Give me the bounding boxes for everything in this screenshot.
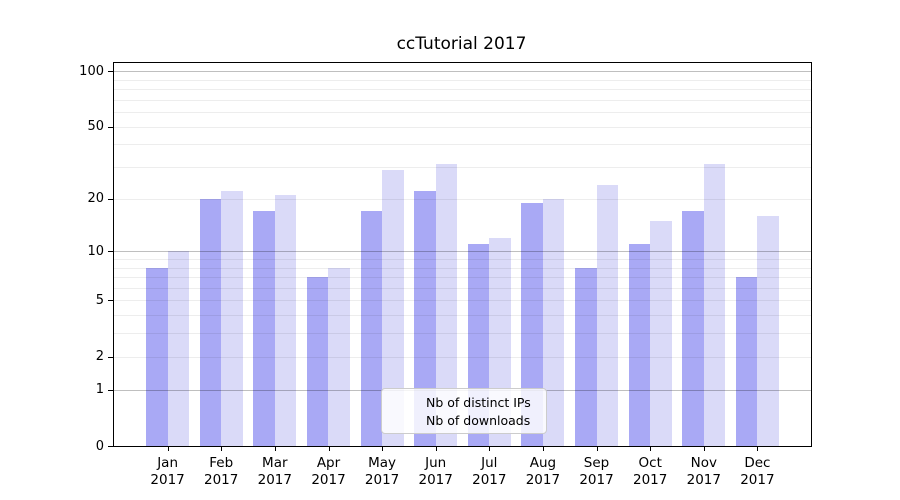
y-tick-label-50: 50 — [87, 119, 104, 134]
y-tick-label-2: 2 — [95, 349, 104, 365]
bar-downloads-dec — [757, 215, 779, 446]
x-tick-dec — [757, 446, 759, 451]
legend-swatch-downloads — [390, 415, 415, 426]
gridline-major-100 — [114, 71, 811, 72]
x-tick-label-apr: Apr 2017 — [311, 455, 346, 488]
y-tick-label-0: 0 — [95, 438, 104, 454]
bar-distinct-ips-nov — [682, 211, 704, 446]
x-tick-aug — [542, 446, 544, 451]
x-tick-label-sep: Sep 2017 — [579, 455, 614, 488]
bar-downloads-jun — [435, 164, 458, 446]
bar-distinct-ips-oct — [628, 244, 651, 446]
chart-title: ccTutorial 2017 — [396, 34, 527, 54]
bar-downloads-mar — [274, 194, 297, 446]
x-tick-sep — [596, 446, 598, 451]
x-tick-nov — [703, 446, 705, 451]
bar-distinct-ips-aug — [521, 202, 543, 446]
y-tick-label-20: 20 — [87, 191, 104, 207]
bar-distinct-ips-jun — [414, 191, 436, 446]
y-tick-1 — [108, 389, 113, 391]
y-tick-50 — [108, 126, 113, 128]
gridline-minor-2 — [114, 356, 811, 358]
gridline-minor-3 — [114, 333, 811, 335]
x-tick-label-may: May 2017 — [364, 455, 400, 488]
y-tick-5 — [108, 300, 113, 302]
bar-distinct-ips-apr — [306, 277, 329, 446]
x-tick-label-dec: Dec 2017 — [740, 455, 775, 488]
gridline-minor-90 — [114, 79, 811, 81]
gridline-minor-80 — [114, 88, 811, 90]
bar-downloads-jan — [167, 251, 190, 446]
y-tick-10 — [108, 251, 113, 253]
bar-downloads-oct — [650, 220, 672, 446]
x-tick-jul — [489, 446, 491, 451]
gridline-minor-8 — [114, 267, 811, 269]
legend-item-distinct-ips: Nb of distinct IPs — [390, 395, 538, 410]
x-tick-label-feb: Feb 2017 — [204, 455, 239, 488]
bar-distinct-ips-feb — [199, 198, 222, 446]
legend-swatch-distinct-ips — [390, 397, 415, 408]
bar-downloads-may — [382, 169, 404, 446]
gridline-minor-4 — [114, 315, 811, 317]
bar-distinct-ips-sep — [575, 267, 597, 446]
y-tick-0 — [108, 446, 113, 447]
legend: Nb of distinct IPs Nb of downloads — [381, 388, 547, 434]
gridline-minor-9 — [114, 258, 811, 260]
gridline-minor-20 — [114, 198, 811, 200]
x-tick-label-mar: Mar 2017 — [257, 455, 292, 488]
x-tick-label-jul: Jul 2017 — [472, 455, 507, 488]
gridline-minor-40 — [114, 144, 811, 146]
y-tick-2 — [108, 356, 113, 358]
gridline-major-10 — [114, 251, 811, 253]
x-tick-mar — [274, 446, 276, 451]
x-tick-apr — [328, 446, 330, 451]
x-tick-may — [382, 446, 384, 451]
y-tick-label-100: 100 — [79, 63, 104, 79]
y-tick-label-5: 5 — [95, 292, 104, 308]
legend-label-distinct-ips: Nb of distinct IPs — [426, 395, 531, 410]
x-tick-label-jun: Jun 2017 — [418, 455, 453, 488]
bar-distinct-ips-jan — [146, 267, 168, 446]
gridline-minor-5 — [114, 300, 811, 302]
legend-label-downloads: Nb of downloads — [426, 413, 531, 428]
bar-downloads-nov — [703, 164, 726, 446]
y-tick-100 — [108, 71, 113, 72]
plot-area: 0 1 2 5 10 20 50 100 Jan 2017 Feb 2017 Mar 2017 Apr 201… — [79, 62, 812, 488]
legend-item-downloads: Nb of downloads — [390, 413, 538, 428]
bar-downloads-feb — [221, 191, 243, 446]
x-tick-jun — [435, 446, 437, 451]
y-tick-20 — [108, 198, 113, 200]
gridline-minor-70 — [114, 99, 811, 101]
y-tick-label-10: 10 — [87, 243, 104, 259]
gridline-minor-30 — [114, 167, 811, 168]
gridline-minor-7 — [114, 277, 811, 278]
x-tick-jan — [167, 446, 169, 451]
gridline-minor-6 — [114, 287, 811, 289]
x-tick-label-nov: Nov 2017 — [686, 455, 721, 488]
x-tick-feb — [221, 446, 223, 451]
bar-downloads-apr — [328, 267, 350, 446]
gridline-minor-60 — [114, 112, 811, 113]
x-tick-label-jan: Jan 2017 — [150, 455, 185, 488]
gridline-minor-50 — [114, 126, 811, 128]
x-tick-oct — [650, 446, 652, 451]
bar-distinct-ips-dec — [735, 277, 758, 446]
y-tick-label-1: 1 — [95, 382, 104, 398]
x-tick-label-oct: Oct 2017 — [633, 455, 668, 488]
bar-downloads-sep — [596, 184, 619, 446]
bar-downloads-aug — [542, 198, 565, 446]
bar-distinct-ips-may — [360, 211, 383, 446]
bar-distinct-ips-mar — [253, 211, 275, 446]
x-tick-label-aug: Aug 2017 — [525, 455, 561, 488]
